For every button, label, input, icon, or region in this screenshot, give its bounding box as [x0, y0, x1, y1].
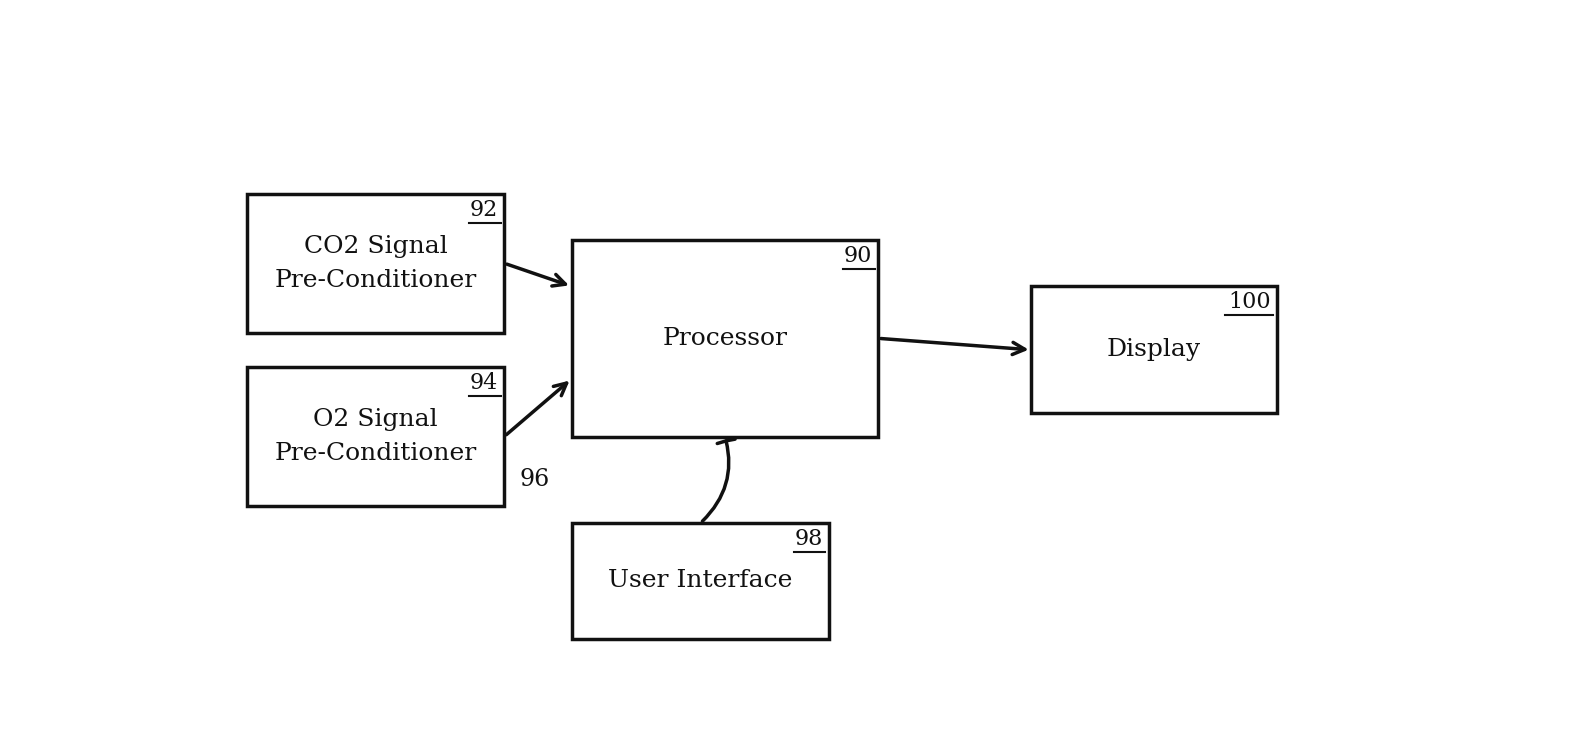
FancyBboxPatch shape — [247, 368, 505, 506]
Text: 94: 94 — [470, 372, 498, 394]
Text: 92: 92 — [470, 199, 498, 220]
Text: 90: 90 — [843, 244, 872, 267]
FancyBboxPatch shape — [247, 194, 505, 332]
Text: O2 Signal
Pre-Conditioner: O2 Signal Pre-Conditioner — [274, 408, 476, 465]
Text: 96: 96 — [520, 468, 551, 491]
Text: User Interface: User Interface — [607, 569, 793, 592]
Text: 98: 98 — [794, 528, 823, 550]
FancyArrowPatch shape — [702, 440, 736, 521]
Text: Processor: Processor — [663, 327, 788, 350]
FancyBboxPatch shape — [571, 240, 878, 436]
FancyBboxPatch shape — [571, 524, 829, 639]
FancyBboxPatch shape — [1031, 286, 1277, 413]
Text: 100: 100 — [1228, 291, 1270, 313]
Text: Display: Display — [1107, 338, 1201, 362]
Text: CO2 Signal
Pre-Conditioner: CO2 Signal Pre-Conditioner — [274, 235, 476, 292]
